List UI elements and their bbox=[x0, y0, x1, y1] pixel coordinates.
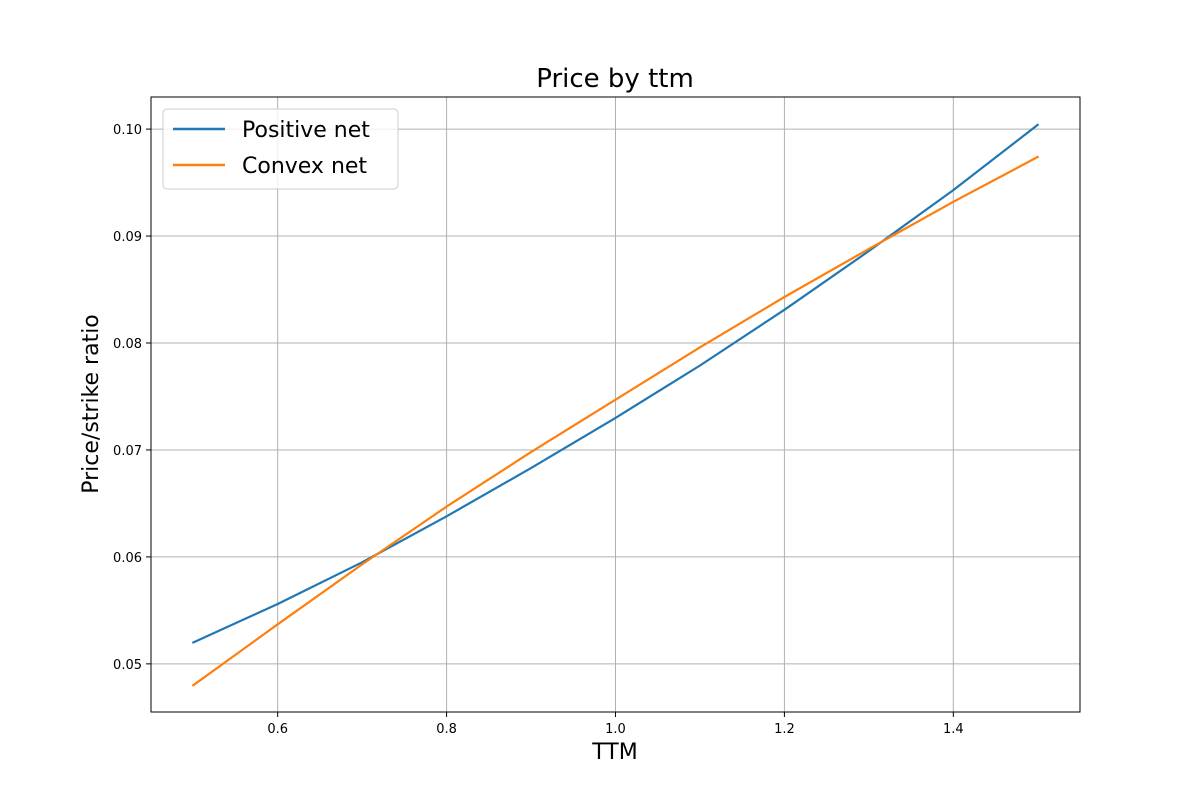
series-line-positive-net bbox=[192, 123, 1039, 644]
x-tick-label: 0.8 bbox=[436, 722, 457, 737]
x-tick-label: 1.0 bbox=[605, 722, 626, 737]
legend-label-convex-net: Convex net bbox=[242, 154, 367, 179]
y-tick-label: 0.07 bbox=[113, 444, 142, 459]
series-lines bbox=[192, 123, 1039, 687]
y-tick-label: 0.05 bbox=[113, 658, 142, 673]
y-tick-label: 0.08 bbox=[113, 337, 142, 352]
x-tick-label: 1.4 bbox=[943, 722, 964, 737]
y-axis-label: Price/strike ratio bbox=[79, 314, 104, 494]
x-tick-label: 0.6 bbox=[267, 722, 288, 737]
y-tick-label: 0.09 bbox=[113, 230, 142, 245]
y-tick-label: 0.06 bbox=[113, 551, 142, 566]
ticks: 0.6 0.8 1.0 1.2 1.4 0.05 0.06 0.07 0.08 0.09 0.10 bbox=[113, 123, 964, 737]
legend: Positive net Convex net bbox=[162, 108, 399, 190]
x-axis-label: TTM bbox=[591, 740, 637, 765]
chart-title: Price by ttm bbox=[536, 64, 694, 94]
y-tick-label: 0.10 bbox=[113, 123, 142, 138]
x-tick-label: 1.2 bbox=[774, 722, 795, 737]
legend-label-positive-net: Positive net bbox=[242, 118, 370, 143]
series-line-convex-net bbox=[192, 155, 1039, 687]
